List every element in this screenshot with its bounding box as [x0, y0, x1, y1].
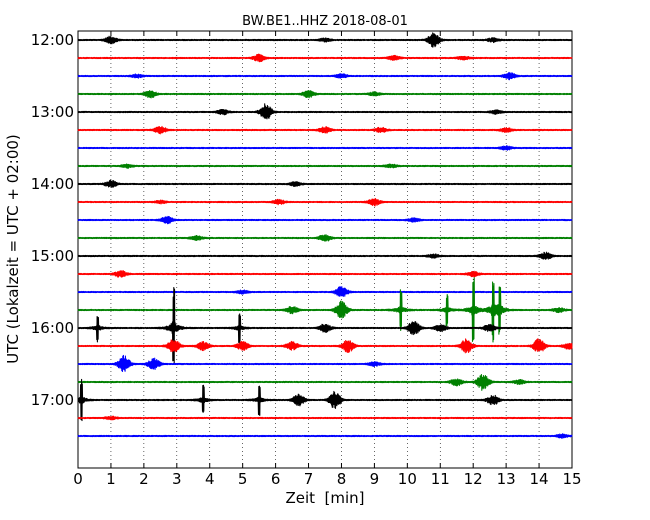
x-tick-label: 0 — [73, 470, 83, 488]
trace-1400 — [77, 179, 573, 188]
trace-1615 — [77, 338, 573, 354]
trace-1700 — [77, 378, 573, 422]
x-tick-label: 3 — [172, 470, 182, 488]
x-tick-label: 13 — [497, 470, 516, 488]
trace-1600 — [77, 287, 573, 364]
trace-1645 — [77, 373, 573, 391]
trace-1245 — [77, 89, 573, 99]
trace-1530 — [77, 286, 573, 297]
y-tick-label: 13:00 — [31, 103, 74, 121]
grid-lines — [110, 31, 540, 468]
trace-1445 — [77, 234, 573, 242]
trace-1230 — [77, 71, 573, 81]
y-axis-label: UTC (Lokalzeit = UTC + 02:00) — [4, 134, 22, 364]
y-tick-label: 16:00 — [31, 319, 74, 337]
plot-frame — [77, 30, 573, 469]
x-tick-label: 11 — [431, 470, 450, 488]
y-axis-ticks: 12:00 13:00 14:00 15:00 16:00 17:00 — [31, 31, 572, 409]
trace-1345 — [77, 163, 573, 169]
trace-1630 — [77, 354, 573, 373]
trace-1430 — [77, 215, 573, 225]
x-tick-label: 9 — [370, 470, 380, 488]
x-tick-label: 7 — [304, 470, 314, 488]
x-axis-ticks: 0 1 2 3 4 5 6 7 8 9 10 11 12 13 14 15 — [73, 31, 582, 488]
x-tick-label: 6 — [271, 470, 281, 488]
seismic-traces — [77, 32, 573, 439]
trace-1200 — [77, 32, 573, 48]
trace-1330 — [77, 145, 573, 151]
x-tick-label: 2 — [139, 470, 149, 488]
x-axis-label: Zeit [min] — [285, 489, 364, 507]
trace-1515 — [77, 270, 573, 278]
trace-1315 — [77, 125, 573, 135]
trace-1300 — [77, 103, 573, 120]
y-tick-label: 15:00 — [31, 247, 74, 265]
trace-1500 — [77, 251, 573, 260]
x-tick-label: 8 — [337, 470, 347, 488]
x-tick-label: 14 — [530, 470, 549, 488]
x-tick-label: 5 — [238, 470, 248, 488]
trace-1415 — [77, 197, 573, 207]
trace-1545 — [77, 277, 573, 343]
trace-1215 — [77, 53, 573, 63]
x-tick-label: 1 — [106, 470, 116, 488]
trace-1730 — [77, 433, 573, 439]
trace-1715 — [77, 415, 573, 421]
x-tick-label: 4 — [205, 470, 215, 488]
y-tick-label: 12:00 — [31, 31, 74, 49]
x-tick-label: 10 — [398, 470, 417, 488]
y-tick-label: 17:00 — [31, 391, 74, 409]
chart-title: BW.BE1..HHZ 2018-08-01 — [242, 14, 408, 29]
y-tick-label: 14:00 — [31, 175, 74, 193]
x-tick-label: 15 — [562, 470, 581, 488]
x-tick-label: 12 — [464, 470, 483, 488]
